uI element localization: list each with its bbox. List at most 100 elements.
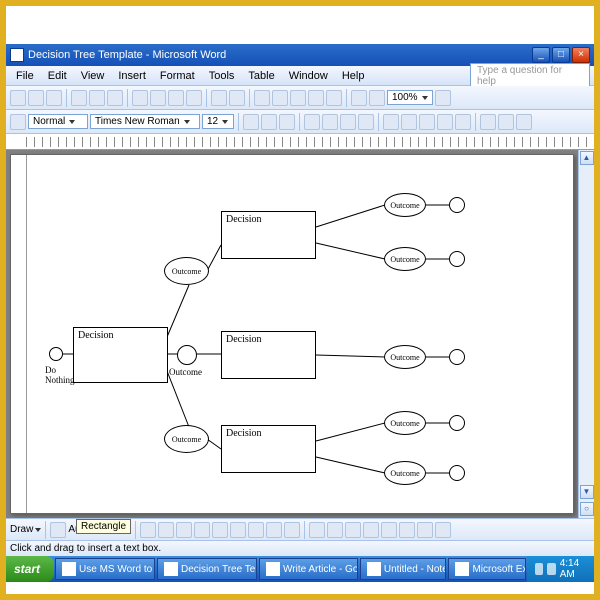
menu-table[interactable]: Table [242,68,280,84]
outcome-node[interactable]: Outcome [164,257,209,285]
open-icon[interactable] [28,90,44,106]
outcome-node[interactable]: Outcome [384,247,426,271]
redo-icon[interactable] [229,90,245,106]
scroll-up-button[interactable]: ▲ [580,151,594,165]
bold-icon[interactable] [243,114,259,130]
linespace-icon[interactable] [383,114,399,130]
bullist-icon[interactable] [419,114,435,130]
highlight-icon[interactable] [498,114,514,130]
drawing-icon[interactable] [326,90,342,106]
decision-node[interactable]: Decision [221,211,316,259]
columns-icon[interactable] [308,90,324,106]
menu-window[interactable]: Window [283,68,334,84]
paste-icon[interactable] [168,90,184,106]
terminal-node[interactable] [49,347,63,361]
justify-icon[interactable] [358,114,374,130]
outcome-node[interactable]: Outcome [384,461,426,485]
outdent-icon[interactable] [437,114,453,130]
drawing-canvas[interactable]: DoNothingDecisionOutcomeOutcomeOutcomeDe… [29,157,571,511]
fillcolor-icon[interactable] [309,522,325,538]
outcome-node[interactable]: Outcome [384,411,426,435]
numlist-icon[interactable] [401,114,417,130]
close-button[interactable]: × [572,47,590,63]
draw-menu[interactable]: Draw [10,524,33,535]
diagram-icon[interactable] [248,522,264,538]
outcome-node[interactable]: Outcome [164,425,209,453]
align-right-icon[interactable] [340,114,356,130]
oval-icon[interactable] [194,522,210,538]
spell-icon[interactable] [107,90,123,106]
taskbar-item[interactable]: Microsoft Excel [448,558,525,580]
underline-icon[interactable] [279,114,295,130]
rect-icon[interactable] [176,522,192,538]
linestyle-icon[interactable] [363,522,379,538]
arrow-icon[interactable] [158,522,174,538]
save-icon[interactable] [46,90,62,106]
menu-tools[interactable]: Tools [203,68,241,84]
styles-icon[interactable] [10,114,26,130]
taskbar-item[interactable]: Use MS Word to Mak... [55,558,155,580]
show-icon[interactable] [369,90,385,106]
zoom-select[interactable]: 100% [387,90,433,105]
preview-icon[interactable] [89,90,105,106]
maximize-button[interactable]: □ [552,47,570,63]
dashstyle-icon[interactable] [381,522,397,538]
taskbar-item[interactable]: Decision Tree Templ... [157,558,257,580]
fontsize-select[interactable]: 12 [202,114,234,129]
scroll-down-button[interactable]: ▼ [580,485,594,499]
mappane-icon[interactable] [351,90,367,106]
cut-icon[interactable] [132,90,148,106]
outcome-node[interactable]: Outcome [384,345,426,369]
select-icon[interactable] [50,522,66,538]
terminal-node[interactable] [449,197,465,213]
start-button[interactable]: start [6,556,54,582]
undo-icon[interactable] [211,90,227,106]
table-icon[interactable] [272,90,288,106]
indent-icon[interactable] [455,114,471,130]
terminal-node[interactable] [449,349,465,365]
terminal-node[interactable] [449,415,465,431]
vertical-ruler[interactable] [11,155,27,513]
minimize-button[interactable]: _ [532,47,550,63]
fontcolor-icon[interactable] [516,114,532,130]
fontcolor2-icon[interactable] [345,522,361,538]
excel-icon[interactable] [290,90,306,106]
outcome-node[interactable]: Outcome [384,193,426,217]
copy-icon[interactable] [150,90,166,106]
arrowstyle-icon[interactable] [399,522,415,538]
decision-node[interactable]: Decision [221,425,316,473]
decision-node[interactable]: Decision [221,331,316,379]
align-center-icon[interactable] [322,114,338,130]
vertical-scrollbar[interactable]: ▲ ▼ ○ [578,150,594,518]
menu-edit[interactable]: Edit [42,68,73,84]
system-tray[interactable]: 4:14 AM [527,556,594,582]
help-search-input[interactable]: Type a question for help [470,63,590,89]
new-icon[interactable] [10,90,26,106]
help-icon[interactable] [435,90,451,106]
picture-icon[interactable] [284,522,300,538]
style-select[interactable]: Normal [28,114,88,129]
menu-help[interactable]: Help [336,68,371,84]
clipart-icon[interactable] [266,522,282,538]
tray-icon[interactable] [547,563,556,575]
menu-format[interactable]: Format [154,68,201,84]
align-left-icon[interactable] [304,114,320,130]
link-icon[interactable] [254,90,270,106]
terminal-node[interactable] [177,345,197,365]
terminal-node[interactable] [449,465,465,481]
page[interactable]: DoNothingDecisionOutcomeOutcomeOutcomeDe… [10,154,574,514]
horizontal-ruler[interactable] [6,134,594,150]
italic-icon[interactable] [261,114,277,130]
terminal-node[interactable] [449,251,465,267]
linecolor-icon[interactable] [327,522,343,538]
taskbar-item[interactable]: Write Article - Googl... [259,558,358,580]
menu-insert[interactable]: Insert [112,68,152,84]
decision-node[interactable]: Decision [73,327,168,383]
textbox-icon[interactable] [212,522,228,538]
threed-icon[interactable] [435,522,451,538]
line-icon[interactable] [140,522,156,538]
tray-icon[interactable] [535,563,544,575]
painter-icon[interactable] [186,90,202,106]
menu-file[interactable]: File [10,68,40,84]
menu-view[interactable]: View [75,68,111,84]
